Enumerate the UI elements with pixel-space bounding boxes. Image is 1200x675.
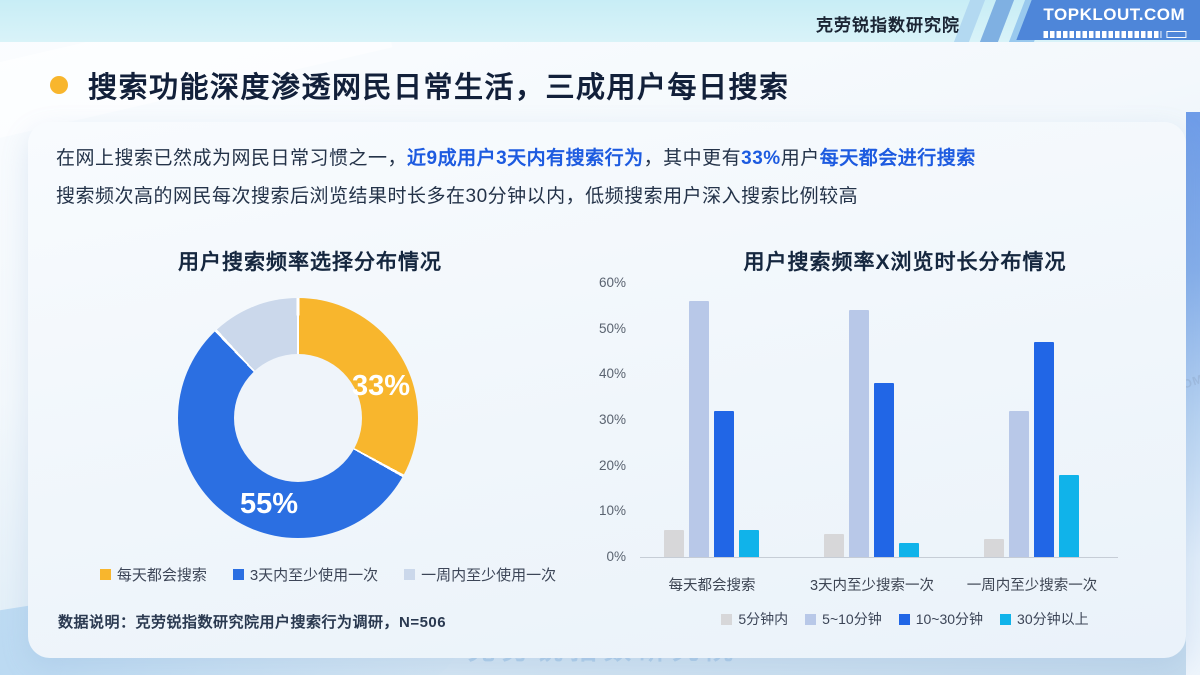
- legend-swatch-icon: [898, 613, 910, 625]
- bar: [874, 383, 894, 557]
- bar-group: [664, 301, 759, 557]
- page-title-row: 搜索功能深度渗透网民日常生活，三成用户每日搜索: [50, 64, 790, 106]
- donut-data-label: 55%: [240, 488, 299, 520]
- legend-swatch-icon: [232, 569, 244, 580]
- legend-item: 5分钟内: [721, 609, 788, 629]
- bar: [664, 530, 684, 557]
- donut-data-label: 33%: [352, 370, 411, 402]
- legend-swatch-icon: [99, 569, 111, 580]
- intro-text: ，其中更有: [643, 148, 742, 169]
- bar-group: [824, 310, 919, 557]
- bar: [899, 543, 919, 557]
- bar: [739, 530, 759, 557]
- intro-line-2: 搜索频次高的网民每次搜索后浏览结果时长多在30分钟以内，低频搜索用户深入搜索比例…: [56, 186, 859, 207]
- bar-chart-legend: 5分钟内 5~10分钟 10~30分钟 30分钟以上: [668, 609, 1142, 629]
- right-accent-band: [1186, 112, 1200, 675]
- legend-swatch-icon: [805, 613, 817, 625]
- legend-item: 5~10分钟: [805, 609, 882, 629]
- bar: [689, 301, 709, 557]
- y-axis-tick-label: 50%: [598, 320, 626, 336]
- bullet-dot-icon: [50, 76, 68, 94]
- intro-highlight: 每天都会进行搜索: [819, 148, 976, 169]
- y-axis-tick-label: 0%: [606, 549, 626, 564]
- x-axis-category-label: 每天都会搜索: [668, 578, 756, 594]
- bar-chart-title: 用户搜索频率X浏览时长分布情况: [743, 251, 1067, 274]
- x-axis-category-label: 3天内至少搜索一次: [809, 578, 935, 594]
- bar: [1059, 475, 1079, 557]
- x-axis-category-label: 一周内至少搜索一次: [966, 578, 1098, 594]
- legend-item: 30分钟以上: [1000, 609, 1089, 629]
- legend-item: 3天内至少使用一次: [232, 564, 378, 585]
- bar-chart-y-axis: 0% 10% 20% 30% 40% 50% 60%: [572, 275, 632, 564]
- topklout-logo: TOPKLOUT.COM: [1016, 0, 1200, 40]
- y-axis-tick-label: 20%: [598, 457, 626, 473]
- page-title: 搜索功能深度渗透网民日常生活，三成用户每日搜索: [88, 72, 790, 104]
- legend-item: 一周内至少使用一次: [404, 564, 556, 585]
- bar-chart-plot-area: [640, 282, 1118, 558]
- intro-highlight: 33%: [741, 148, 781, 169]
- logo-tagbox-decoration: [1166, 31, 1187, 38]
- donut-chart: [178, 298, 418, 538]
- y-axis-tick-label: 40%: [598, 366, 626, 382]
- bar: [849, 310, 869, 557]
- legend-swatch-icon: [1000, 613, 1012, 625]
- bar: [824, 534, 844, 557]
- y-axis-tick-label: 10%: [598, 503, 626, 519]
- logo-text: TOPKLOUT.COM: [1043, 5, 1186, 24]
- intro-line-1: 在网上搜索已然成为网民日常习惯之一，近9成用户3天内有搜索行为，其中更有33%用…: [56, 144, 1161, 174]
- legend-swatch-icon: [721, 613, 733, 625]
- intro-text: 在网上搜索已然成为网民日常习惯之一，: [56, 148, 408, 169]
- content-panel: 在网上搜索已然成为网民日常习惯之一，近9成用户3天内有搜索行为，其中更有33%用…: [28, 122, 1186, 658]
- institute-name: 克劳锐指数研究院: [816, 16, 960, 35]
- y-axis-tick-label: 60%: [598, 274, 626, 290]
- donut-chart-title: 用户搜索频率选择分布情况: [178, 251, 442, 274]
- header-bar: 克劳锐指数研究院 TOPKLOUT.COM: [0, 0, 1200, 42]
- bar-group: [984, 342, 1079, 557]
- y-axis-tick-label: 30%: [598, 411, 626, 427]
- bar: [1034, 342, 1054, 557]
- bar: [714, 411, 734, 557]
- donut-legend: 每天都会搜索 3天内至少使用一次 一周内至少使用一次: [83, 564, 573, 585]
- bar: [1009, 411, 1029, 557]
- intro-highlight: 近9成用户3天内有搜索行为: [407, 148, 644, 169]
- legend-swatch-icon: [404, 569, 416, 580]
- data-source-footnote: 数据说明：克劳锐指数研究院用户搜索行为调研，N=506: [58, 614, 447, 631]
- legend-item: 每天都会搜索: [99, 564, 207, 585]
- intro-text: 用户: [780, 148, 820, 169]
- bar: [984, 539, 1004, 557]
- legend-item: 10~30分钟: [898, 609, 983, 629]
- logo-tagline-decoration: [1043, 31, 1162, 38]
